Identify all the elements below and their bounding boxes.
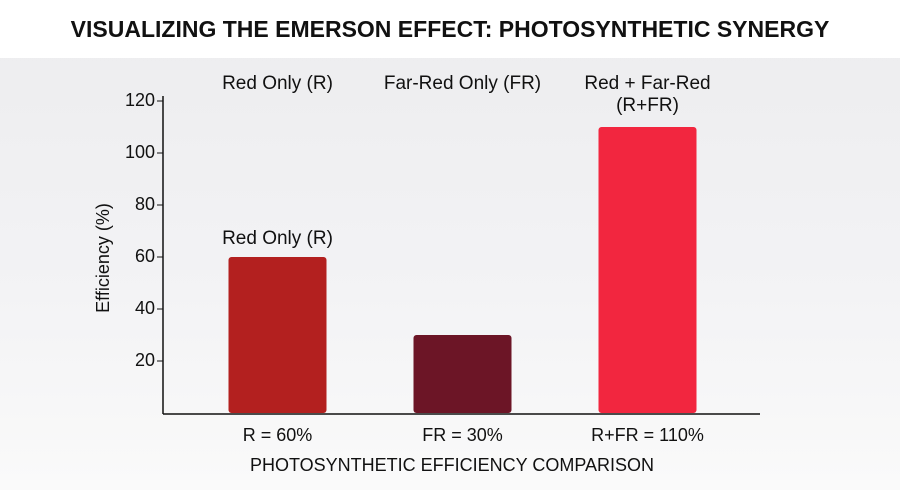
annotation: Red Only (R): [222, 228, 333, 249]
bar: [598, 127, 697, 413]
y-tick-label: 80: [135, 194, 155, 214]
category-label: Far-Red Only (FR): [383, 73, 542, 94]
chart-title: VISUALIZING THE EMERSON EFFECT: PHOTOSYN…: [71, 16, 830, 42]
x-axis-label: PHOTOSYNTHETIC EFFICIENCY COMPARISON: [250, 455, 654, 475]
value-label: R = 60%: [243, 425, 313, 445]
y-tick-label: 20: [135, 350, 155, 370]
value-label: FR = 30%: [422, 425, 503, 445]
y-tick-label: 60: [135, 246, 155, 266]
y-tick-label: 120: [125, 90, 155, 110]
y-tick-label: 100: [125, 142, 155, 162]
title-band: [0, 0, 900, 58]
bar: [228, 257, 327, 413]
y-axis-label: Efficiency (%): [93, 203, 113, 313]
category-label: Red Only (R): [222, 73, 333, 94]
bar: [413, 335, 512, 413]
y-tick-label: 40: [135, 298, 155, 318]
category-label: Red + Far-Red (R+FR): [584, 73, 711, 116]
value-label: R+FR = 110%: [591, 425, 704, 445]
